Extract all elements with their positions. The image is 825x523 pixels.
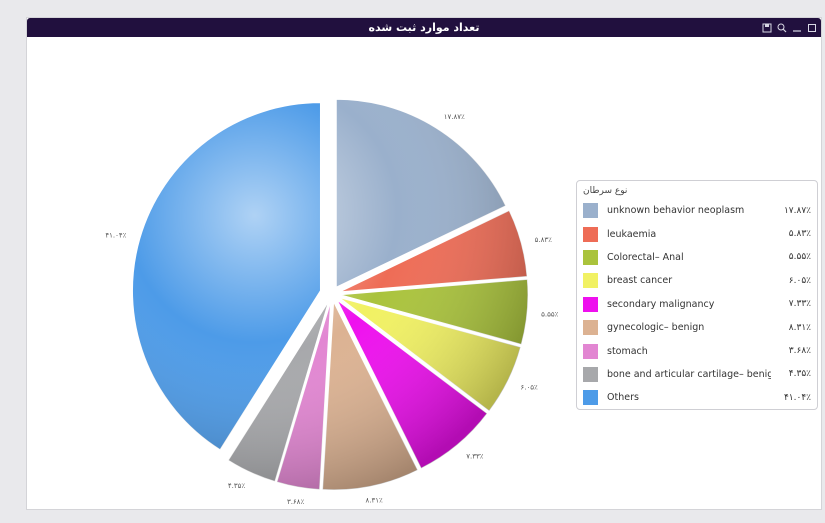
legend-item[interactable]: Colorectal– Anal ۵.۵۵٪	[583, 246, 811, 269]
chart-title-bar: تعداد موارد ثبت شده	[27, 18, 821, 37]
pie-slice-shading	[339, 297, 521, 411]
legend-label: stomach	[607, 345, 648, 357]
legend-label: unknown behavior neoplasm	[607, 205, 745, 217]
pie-slice-shading	[339, 279, 528, 345]
legend-swatch	[583, 343, 598, 359]
legend-item[interactable]: leukaemia ۵.۸۳٪	[583, 222, 811, 245]
pie-slice-shading	[132, 102, 321, 450]
legend-item[interactable]: gynecologic– benign ۸.۳۱٪	[583, 316, 811, 339]
legend-item[interactable]: Others ۴۱.۰۴٪	[583, 386, 811, 409]
save-icon[interactable]	[761, 22, 772, 33]
legend-item[interactable]: breast cancer ۶.۰۵٪	[583, 269, 811, 292]
zoom-icon[interactable]	[776, 22, 787, 33]
legend-label: leukaemia	[607, 228, 657, 240]
legend-swatch	[583, 390, 598, 406]
legend-swatch	[583, 366, 598, 382]
legend-percent: ۶.۰۵٪	[788, 275, 811, 286]
maximize-icon[interactable]	[806, 22, 817, 33]
legend-item[interactable]: unknown behavior neoplasm ۱۷.۸۷٪	[583, 199, 811, 222]
slice-data-label: ۴.۳۵٪	[228, 482, 246, 490]
legend-swatch	[583, 273, 598, 289]
legend-swatch	[583, 226, 598, 242]
pie-slice-shading	[337, 300, 488, 469]
pie-slice-shading	[339, 210, 528, 292]
legend-swatch	[583, 296, 598, 312]
chart-title: تعداد موارد ثبت شده	[368, 21, 480, 34]
legend-label: Colorectal– Anal	[607, 251, 684, 263]
legend-item[interactable]: secondary malignancy ۷.۳۳٪	[583, 293, 811, 316]
legend-percent: ۷.۳۳٪	[788, 299, 811, 310]
minimize-icon[interactable]	[791, 22, 802, 33]
legend-label: secondary malignancy	[607, 298, 715, 310]
legend-swatch	[583, 320, 598, 336]
legend: نوع سرطان unknown behavior neoplasm ۱۷.۸۷…	[576, 180, 818, 410]
legend-label: breast cancer	[607, 275, 673, 287]
slice-data-label: ۳.۶۸٪	[287, 498, 305, 506]
legend-title: نوع سرطان	[583, 186, 628, 196]
pie-slice-shading	[276, 301, 331, 490]
pie-slice-shading	[336, 99, 506, 288]
slice-data-label: ۷.۳۳٪	[466, 452, 484, 460]
pie-chart: ۱۷.۸۷٪ ۵.۸۳٪ ۵.۵۵٪ ۶.۰۵٪ ۷.۳۳٪ ۸.۳۱٪ ۳.۶۸٪ ۴.۳۵…	[105, 98, 559, 506]
legend-percent: ۸.۳۱٪	[788, 322, 811, 333]
legend-percent: ۴۱.۰۴٪	[783, 392, 811, 403]
legend-item[interactable]: bone and articular cartilage– benign ۴.۳۵…	[583, 363, 811, 386]
legend-label: bone and articular cartilage– benign	[607, 368, 771, 380]
slice-data-label: ۵.۸۳٪	[535, 236, 553, 244]
window-tools	[761, 20, 817, 35]
slice-data-label: ۵.۵۵٪	[541, 310, 559, 318]
legend-percent: ۳.۶۸٪	[788, 346, 811, 357]
chart-panel: تعداد موارد ثبت شده ۱۷.۸۷٪ ۵.۸۳٪ ۵.۵۵٪ ۶.۰۵…	[26, 17, 822, 510]
pie-slice-shading	[228, 301, 329, 482]
legend-percent: ۱۷.۸۷٪	[783, 205, 811, 216]
legend-label: gynecologic– benign	[607, 322, 705, 334]
legend-percent: ۵.۸۳٪	[788, 229, 811, 240]
legend-percent: ۵.۵۵٪	[788, 252, 811, 263]
legend-percent: ۴.۳۵٪	[788, 369, 811, 380]
legend-item[interactable]: stomach ۳.۶۸٪	[583, 339, 811, 362]
slice-data-label: ۶.۰۵٪	[520, 384, 538, 392]
slice-data-label: ۱۷.۸۷٪	[444, 113, 465, 121]
slice-data-label: ۸.۳۱٪	[366, 497, 384, 505]
legend-swatch	[583, 249, 598, 265]
legend-label: Others	[607, 392, 639, 404]
slice-data-label: ۴۱.۰۴٪	[105, 232, 126, 240]
legend-swatch	[583, 203, 598, 219]
pie-slice-shading	[322, 301, 418, 490]
